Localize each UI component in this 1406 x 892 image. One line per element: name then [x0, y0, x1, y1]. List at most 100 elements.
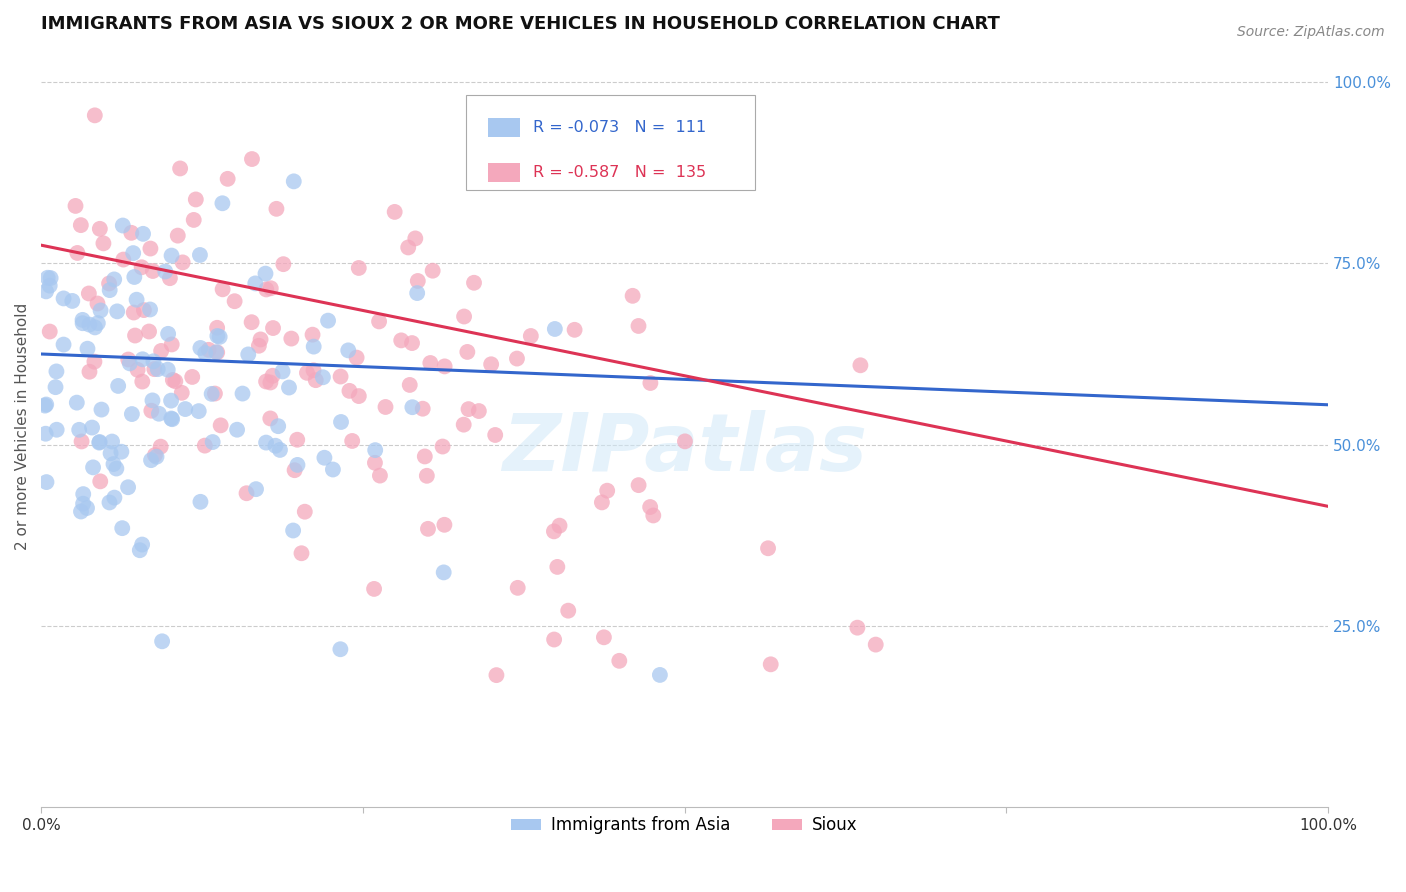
- Point: [187, 404, 209, 418]
- Point: [142, 264, 165, 278]
- Point: [453, 310, 475, 324]
- Point: [262, 321, 284, 335]
- Point: [90, 303, 112, 318]
- Point: [363, 582, 385, 596]
- Point: [627, 478, 650, 492]
- Point: [160, 393, 183, 408]
- Point: [329, 369, 352, 384]
- Point: [316, 313, 339, 327]
- FancyBboxPatch shape: [465, 95, 755, 190]
- Point: [79, 318, 101, 332]
- Point: [37, 270, 59, 285]
- Point: [150, 343, 173, 358]
- Point: [145, 450, 167, 464]
- Point: [240, 315, 263, 329]
- Point: [267, 419, 290, 434]
- Point: [287, 458, 309, 472]
- Point: [190, 341, 212, 355]
- Point: [205, 345, 228, 359]
- Point: [107, 379, 129, 393]
- Point: [38, 278, 60, 293]
- Point: [103, 457, 125, 471]
- Point: [201, 435, 224, 450]
- Point: [217, 171, 239, 186]
- Point: [506, 581, 529, 595]
- Text: R = -0.073   N =  111: R = -0.073 N = 111: [533, 120, 706, 136]
- Point: [204, 386, 226, 401]
- Point: [131, 375, 153, 389]
- Point: [72, 313, 94, 327]
- Point: [283, 174, 305, 188]
- Point: [401, 401, 423, 415]
- Point: [143, 362, 166, 376]
- Point: [98, 277, 121, 291]
- Point: [39, 271, 62, 285]
- Point: [101, 434, 124, 449]
- Point: [591, 495, 613, 509]
- Point: [110, 444, 132, 458]
- Point: [60, 293, 83, 308]
- Point: [122, 305, 145, 319]
- Point: [89, 435, 111, 450]
- Point: [127, 363, 149, 377]
- Point: [269, 442, 291, 457]
- Point: [339, 384, 361, 398]
- Point: [224, 294, 246, 309]
- Point: [433, 359, 456, 374]
- Point: [346, 351, 368, 365]
- Point: [627, 318, 650, 333]
- Point: [160, 337, 183, 351]
- Point: [142, 354, 165, 368]
- Point: [122, 246, 145, 260]
- Point: [756, 541, 779, 556]
- Point: [208, 330, 231, 344]
- Point: [301, 327, 323, 342]
- Point: [149, 440, 172, 454]
- Point: [254, 435, 277, 450]
- Point: [83, 108, 105, 122]
- Point: [484, 428, 506, 442]
- Point: [211, 196, 233, 211]
- Point: [35, 285, 58, 299]
- Point: [271, 364, 294, 378]
- Point: [865, 638, 887, 652]
- Point: [506, 351, 529, 366]
- Point: [79, 365, 101, 379]
- Point: [384, 205, 406, 219]
- Point: [52, 292, 75, 306]
- Point: [112, 252, 135, 267]
- Point: [485, 668, 508, 682]
- FancyBboxPatch shape: [488, 119, 520, 137]
- Point: [607, 654, 630, 668]
- Point: [174, 402, 197, 417]
- Point: [404, 231, 426, 245]
- Text: Source: ZipAtlas.com: Source: ZipAtlas.com: [1237, 25, 1385, 39]
- Point: [281, 524, 304, 538]
- Point: [124, 270, 146, 285]
- Point: [463, 276, 485, 290]
- Point: [66, 246, 89, 260]
- Point: [259, 411, 281, 425]
- Point: [150, 634, 173, 648]
- Point: [266, 202, 288, 216]
- Point: [160, 411, 183, 425]
- Point: [141, 403, 163, 417]
- Point: [422, 263, 444, 277]
- Point: [69, 218, 91, 232]
- Point: [183, 213, 205, 227]
- Point: [419, 356, 441, 370]
- Point: [93, 236, 115, 251]
- Point: [98, 283, 121, 297]
- Point: [103, 272, 125, 286]
- Point: [544, 322, 567, 336]
- Point: [312, 370, 335, 384]
- Point: [70, 434, 93, 449]
- Point: [117, 480, 139, 494]
- Point: [846, 621, 869, 635]
- Point: [543, 524, 565, 539]
- Point: [205, 320, 228, 334]
- Point: [596, 483, 619, 498]
- Point: [406, 286, 429, 301]
- Text: R = -0.587   N =  135: R = -0.587 N = 135: [533, 165, 706, 180]
- Point: [416, 468, 439, 483]
